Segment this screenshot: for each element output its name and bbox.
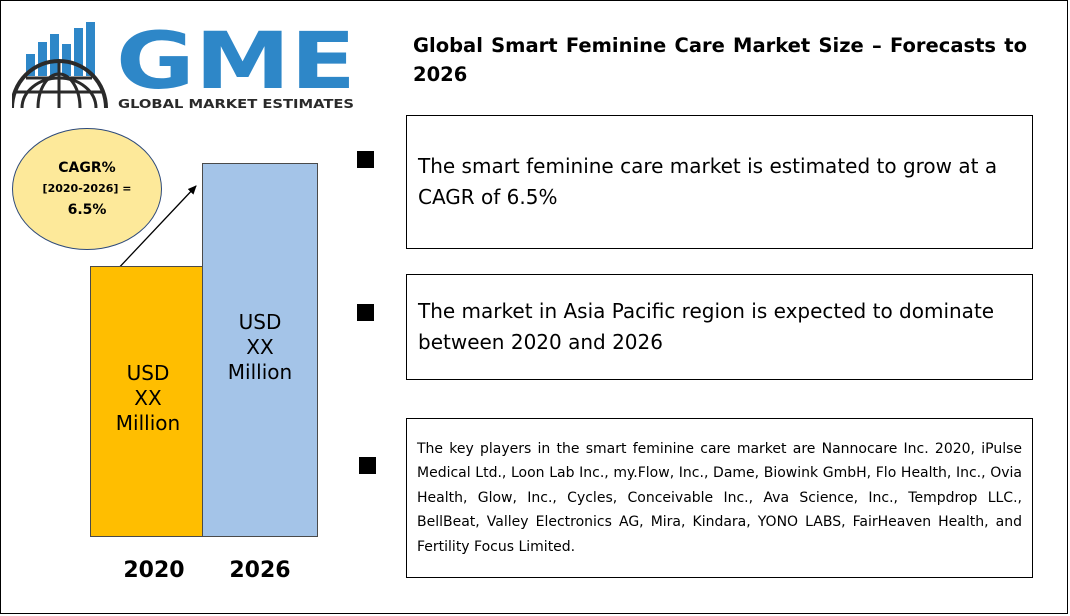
globe-icon [12, 22, 108, 109]
bar-2020: USD XX Million [90, 266, 206, 537]
cagr-period: [2020-2026] = [42, 182, 132, 195]
point-box-cagr: The smart feminine care market is estima… [406, 115, 1033, 249]
cagr-value: 6.5% [67, 202, 107, 218]
bar-2020-label-2: XX [134, 386, 162, 410]
bar-2026-label-1: USD [238, 309, 282, 334]
bullet-icon [357, 151, 374, 168]
logo-tagline: GLOBAL MARKET ESTIMATES [118, 97, 354, 111]
bar-2026-label-3: Million [227, 359, 293, 384]
bar-2026: USD XX Million [202, 163, 318, 537]
logo-letters: GME [116, 20, 356, 107]
cagr-badge: CAGR% [2020-2026] = 6.5% [12, 128, 162, 250]
bar-2020-label-1: USD [126, 361, 170, 385]
bullet-icon [359, 457, 376, 474]
x-tick-label-2026: 2026 [229, 558, 291, 583]
point-text-players: The key players in the smart feminine ca… [417, 440, 1022, 555]
bullet-icon [357, 304, 374, 321]
point-text-cagr: The smart feminine care market is estima… [418, 154, 998, 209]
x-tick-label-2020: 2020 [123, 558, 185, 583]
point-box-players: The key players in the smart feminine ca… [406, 418, 1033, 578]
gme-logo: GME GLOBAL MARKET ESTIMATES [12, 20, 356, 111]
bar-2026-label-2: XX [246, 334, 274, 359]
point-text-region: The market in Asia Pacific region is exp… [418, 299, 995, 354]
cagr-label: CAGR% [58, 160, 116, 176]
point-box-region: The market in Asia Pacific region is exp… [406, 274, 1033, 380]
page-title: Global Smart Feminine Care Market Size –… [413, 34, 1027, 86]
bar-2020-label-3: Million [115, 411, 181, 435]
